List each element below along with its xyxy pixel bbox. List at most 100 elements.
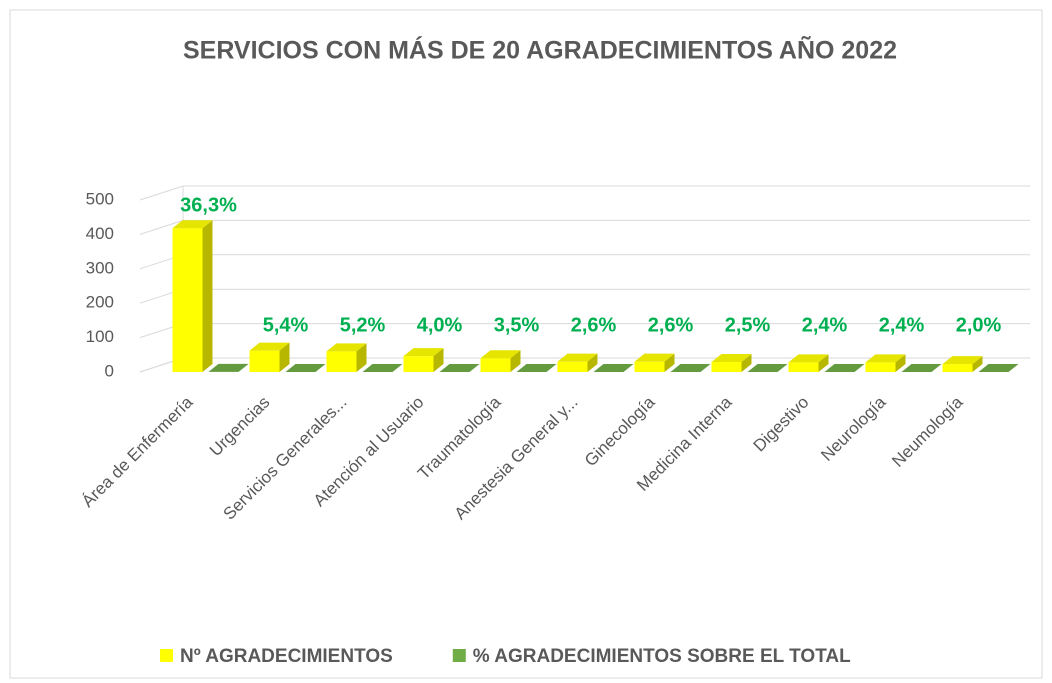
bar-side <box>433 348 444 372</box>
data-label: 2,0% <box>956 314 1002 336</box>
bar <box>208 363 249 372</box>
bar-top <box>480 350 521 359</box>
bar-side <box>238 363 249 372</box>
bar-side <box>202 220 213 372</box>
bar-top <box>208 363 249 372</box>
bar-side <box>818 354 829 372</box>
y-tick-label: 400 <box>86 224 114 243</box>
bar <box>403 348 444 372</box>
data-label: 2,6% <box>571 314 617 336</box>
bar-side <box>741 354 752 372</box>
y-tick-label: 200 <box>86 293 114 312</box>
bar-top <box>403 348 444 357</box>
bar-side <box>510 350 521 372</box>
bar-front <box>865 362 896 372</box>
data-label: 2,4% <box>802 314 848 336</box>
bar-top <box>865 354 906 363</box>
data-label: 36,3% <box>180 194 237 216</box>
grid-line <box>139 185 184 201</box>
bar-side <box>700 363 711 372</box>
bar <box>634 353 675 372</box>
bar-top <box>978 363 1019 372</box>
bar-front <box>711 362 742 372</box>
bar-front <box>634 361 665 372</box>
bar <box>249 342 290 372</box>
bar-top <box>747 363 788 372</box>
data-label: 5,2% <box>340 314 386 336</box>
legend-swatch <box>160 649 173 662</box>
bar <box>557 353 598 372</box>
bar <box>516 363 557 372</box>
bar-side <box>895 354 906 372</box>
y-tick-label: 100 <box>86 327 114 346</box>
bar-top <box>788 354 829 363</box>
bar <box>711 354 752 372</box>
legend-label: Nº AGRADECIMIENTOS <box>180 646 393 667</box>
bar-front <box>326 351 357 372</box>
bar-front <box>172 228 203 372</box>
bar-side <box>392 363 403 372</box>
bar-top <box>557 353 598 362</box>
bar <box>978 363 1019 372</box>
bar-front <box>249 350 280 372</box>
bar <box>326 343 367 372</box>
bar <box>788 354 829 372</box>
bar-top <box>824 363 865 372</box>
bar-front <box>480 358 511 372</box>
bar-top <box>670 363 711 372</box>
bar <box>480 350 521 372</box>
bar-side <box>623 363 634 372</box>
bar-side <box>854 363 865 372</box>
data-label: 2,6% <box>648 314 694 336</box>
bar <box>942 356 983 372</box>
data-label: 5,4% <box>263 314 309 336</box>
bar-side <box>546 363 557 372</box>
bar <box>901 363 942 372</box>
bar-side <box>1008 363 1019 372</box>
legend-swatch <box>452 649 466 662</box>
bar-top <box>516 363 557 372</box>
bar-top <box>172 220 213 229</box>
bar-side <box>587 353 598 372</box>
bar <box>824 363 865 372</box>
bar-top <box>362 363 403 372</box>
bar <box>747 363 788 372</box>
bar-side <box>356 343 367 372</box>
bar-side <box>279 342 290 372</box>
bar-side <box>972 356 983 372</box>
bar-side <box>664 353 675 372</box>
bar <box>593 363 634 372</box>
bar-side <box>315 363 326 372</box>
chart-border <box>9 9 1043 679</box>
data-label: 2,5% <box>725 314 771 336</box>
data-label: 4,0% <box>417 314 463 336</box>
bar-top <box>942 356 983 365</box>
bar-front <box>942 364 973 372</box>
bar-top <box>326 343 367 352</box>
bar-side <box>777 363 788 372</box>
data-label: 3,5% <box>494 314 540 336</box>
bar <box>670 363 711 372</box>
bar <box>172 220 213 372</box>
bar <box>865 354 906 372</box>
bar <box>362 363 403 372</box>
bar-top <box>285 363 326 372</box>
bar-top <box>439 363 480 372</box>
bar-front <box>557 361 588 372</box>
y-tick-label: 0 <box>105 361 114 380</box>
grid-line <box>139 219 184 235</box>
bar-top <box>711 354 752 363</box>
bar-side <box>931 363 942 372</box>
data-label: 2,4% <box>879 314 925 336</box>
bar <box>439 363 480 372</box>
bar <box>285 363 326 372</box>
bar-top <box>901 363 942 372</box>
bar-front <box>403 356 434 372</box>
bar-top <box>249 342 290 351</box>
bar-front <box>788 362 819 372</box>
chart-title: SERVICIOS CON MÁS DE 20 AGRADECIMIENTOS … <box>183 35 897 65</box>
bar-side <box>469 363 480 372</box>
bar-top <box>593 363 634 372</box>
bar-top <box>634 353 675 362</box>
